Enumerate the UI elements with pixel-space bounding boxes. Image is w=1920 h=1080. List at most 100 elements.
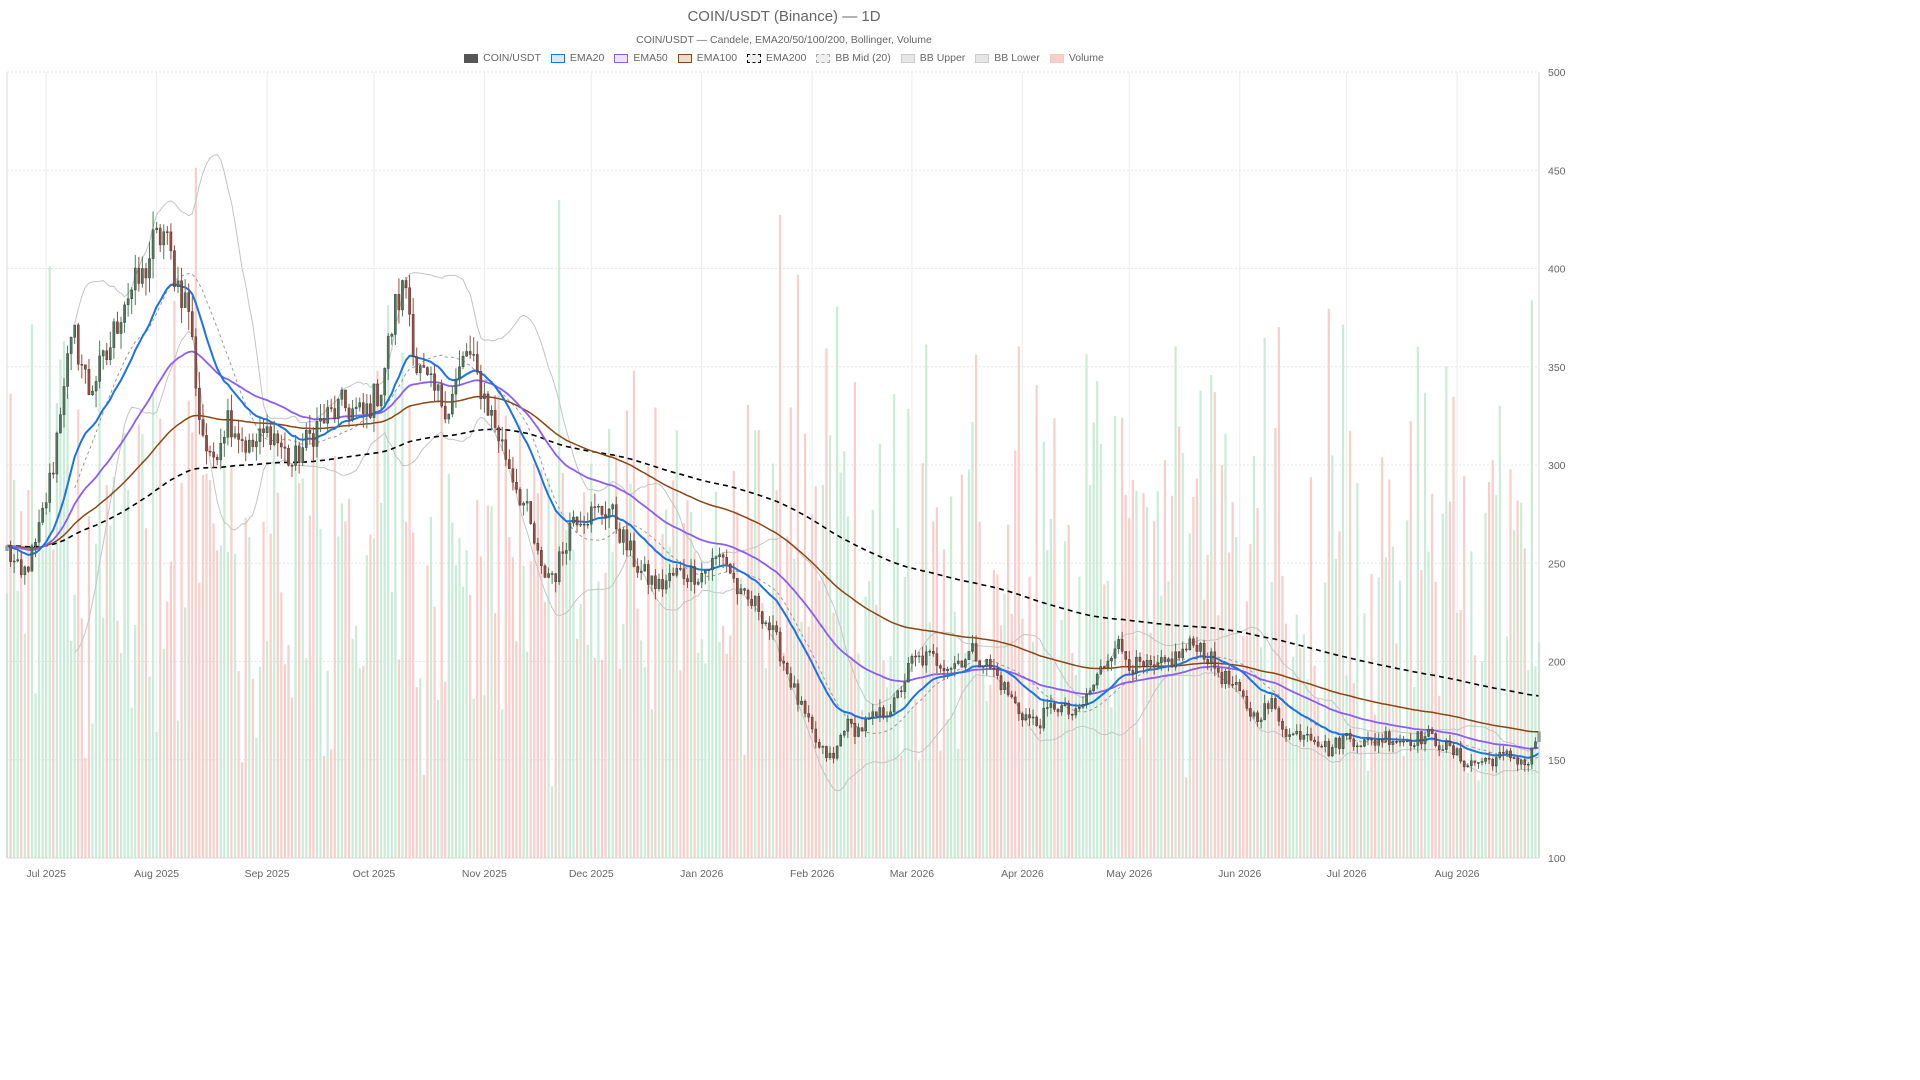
- candle-body: [493, 410, 497, 428]
- volume-bar: [821, 484, 824, 858]
- volume-bar: [198, 582, 201, 858]
- candle-body: [468, 351, 472, 355]
- volume-bar: [996, 574, 999, 858]
- candle-body: [73, 324, 76, 338]
- volume-bar: [1024, 713, 1028, 858]
- candle-body: [1152, 664, 1156, 668]
- volume-bar: [775, 490, 778, 858]
- legend-item-ema20[interactable]: EMA20: [550, 52, 604, 64]
- volume-bar: [950, 496, 953, 858]
- candle-body: [899, 690, 903, 692]
- candle-body: [1010, 694, 1014, 698]
- volume-bar: [497, 394, 500, 858]
- candle-body: [1163, 657, 1167, 662]
- candle-body: [629, 540, 632, 551]
- candle-body: [1195, 645, 1199, 652]
- candle-body: [1452, 745, 1455, 756]
- candle-body: [1302, 734, 1306, 740]
- volume-bar: [273, 422, 276, 858]
- candle-body: [1224, 671, 1227, 684]
- volume-bar: [184, 607, 187, 858]
- candle-body: [1053, 703, 1056, 710]
- legend-item-volume[interactable]: Volume: [1049, 52, 1104, 64]
- candle-body: [1430, 729, 1434, 734]
- volume-bar: [1124, 494, 1127, 858]
- candle-body: [903, 681, 907, 692]
- volume-bar: [162, 648, 165, 858]
- volume-bar: [458, 538, 461, 858]
- volume-bar: [134, 624, 137, 858]
- volume-bar: [1202, 599, 1206, 858]
- volume-bar: [604, 572, 607, 858]
- volume-bar: [465, 550, 468, 858]
- ema200-line: [6, 428, 1540, 697]
- volume-bar: [1096, 381, 1099, 858]
- candle-body: [1398, 740, 1402, 743]
- candle-body: [219, 443, 223, 461]
- candle-body: [1145, 659, 1149, 667]
- volume-bar: [1484, 512, 1487, 858]
- candle-body: [1516, 757, 1519, 765]
- candle-body: [326, 407, 329, 424]
- volume-bar: [1299, 647, 1302, 858]
- volume-bar: [401, 353, 404, 858]
- y-tick-label: 150: [1548, 755, 1566, 767]
- candle-body: [793, 683, 796, 688]
- volume-bar: [682, 523, 686, 858]
- candle-body: [1038, 725, 1042, 729]
- volume-bar: [1249, 544, 1252, 858]
- chart-subtitle: COIN/USDT — Candele, EMA20/50/100/200, B…: [636, 34, 932, 46]
- candle-body: [910, 655, 914, 664]
- volume-bar: [1192, 496, 1195, 858]
- candle-body: [607, 508, 611, 518]
- volume-bar: [41, 549, 44, 858]
- candle-body: [486, 393, 490, 416]
- volume-bar: [461, 586, 465, 858]
- volume-bar: [87, 516, 91, 858]
- candle-body: [1359, 745, 1363, 748]
- candle-body: [233, 433, 237, 438]
- volume-bar: [394, 389, 397, 858]
- volume-bar: [611, 552, 614, 858]
- volume-bar: [123, 432, 126, 858]
- volume-bar: [1056, 707, 1060, 858]
- candle-body: [123, 304, 126, 323]
- volume-bar: [436, 699, 440, 858]
- volume-bar: [1416, 346, 1419, 858]
- candle-body: [1327, 741, 1331, 757]
- candle-body: [1270, 698, 1274, 709]
- legend-item-coin-usdt[interactable]: COIN/USDT: [464, 52, 541, 64]
- legend-item-ema50[interactable]: EMA50: [614, 52, 668, 64]
- axes: 100 150 200 250 300 350 400 450 500 Jul 2025 Aug 2…: [6, 67, 1566, 880]
- candle-body: [251, 439, 255, 447]
- candle-body: [889, 711, 892, 717]
- volume-bar: [1199, 390, 1202, 858]
- volume-bar: [155, 732, 158, 858]
- candle-body: [347, 407, 351, 420]
- volume-bar: [1324, 582, 1327, 858]
- volume-bar: [583, 492, 586, 858]
- volume-bar: [301, 478, 304, 858]
- candle-body: [650, 575, 654, 585]
- candle-body: [572, 516, 575, 524]
- volume-bar: [1466, 772, 1469, 858]
- legend-item-ema100[interactable]: EMA100: [677, 52, 737, 64]
- candle-body: [810, 717, 814, 730]
- volume-bar: [1106, 581, 1110, 858]
- volume-bar: [771, 463, 775, 858]
- legend-item-ema200[interactable]: EMA200: [747, 52, 806, 64]
- y-tick-label: 200: [1548, 657, 1566, 669]
- candle-body: [942, 668, 946, 672]
- legend-label: Volume: [1068, 52, 1104, 64]
- volume-bar: [939, 750, 942, 858]
- candle-body: [1487, 758, 1491, 760]
- candle-body: [611, 504, 614, 510]
- candle-body: [319, 417, 322, 422]
- legend-item-bb-lower[interactable]: BB Lower: [975, 52, 1040, 64]
- volume-bar: [957, 748, 960, 858]
- candle-body: [1124, 651, 1128, 660]
- candle-body: [433, 373, 436, 391]
- legend-item-bb-upper[interactable]: BB Upper: [900, 52, 965, 64]
- candle-body: [91, 390, 94, 395]
- legend-item-bb-mid-20[interactable]: BB Mid (20): [816, 52, 891, 64]
